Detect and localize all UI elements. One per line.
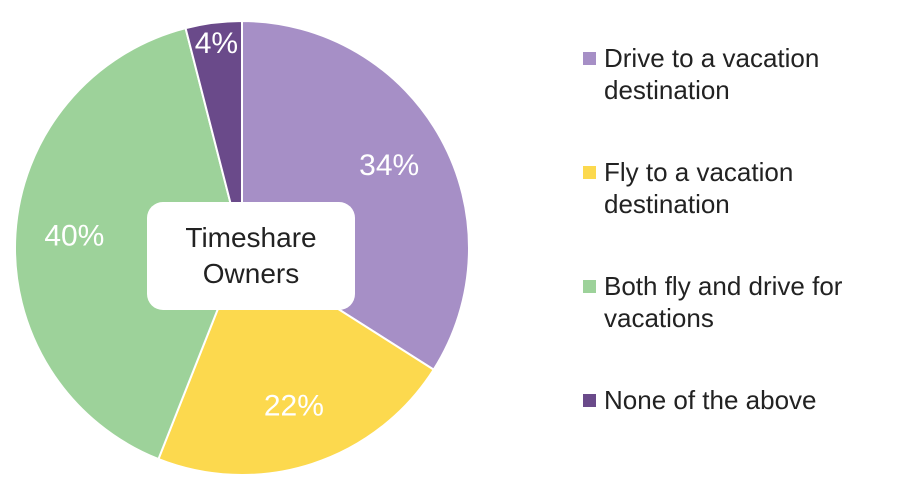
legend-label: Drive to a vacation destination: [604, 43, 820, 105]
legend-label: Fly to a vacation destination: [604, 157, 794, 219]
legend-swatch: [583, 52, 596, 65]
pie-slice: [14, 26, 244, 461]
data-label: 40%: [44, 219, 104, 252]
legend-swatch: [583, 166, 596, 179]
legend-label: None of the above: [604, 385, 817, 415]
legend-swatch: [583, 280, 596, 293]
center-label: Timeshare Owners: [147, 202, 355, 310]
legend-item: Drive to a vacation destination: [581, 42, 891, 106]
legend-item: None of the above: [581, 384, 891, 416]
data-label: 4%: [195, 27, 238, 60]
data-label: 34%: [359, 149, 419, 182]
legend-item: Both fly and drive for vacations: [581, 270, 891, 334]
legend-item: Fly to a vacation destination: [581, 156, 891, 220]
data-label: 22%: [264, 390, 324, 423]
pie-slice: [184, 19, 243, 249]
legend-label: Both fly and drive for vacations: [604, 271, 843, 333]
legend-swatch: [583, 394, 596, 407]
